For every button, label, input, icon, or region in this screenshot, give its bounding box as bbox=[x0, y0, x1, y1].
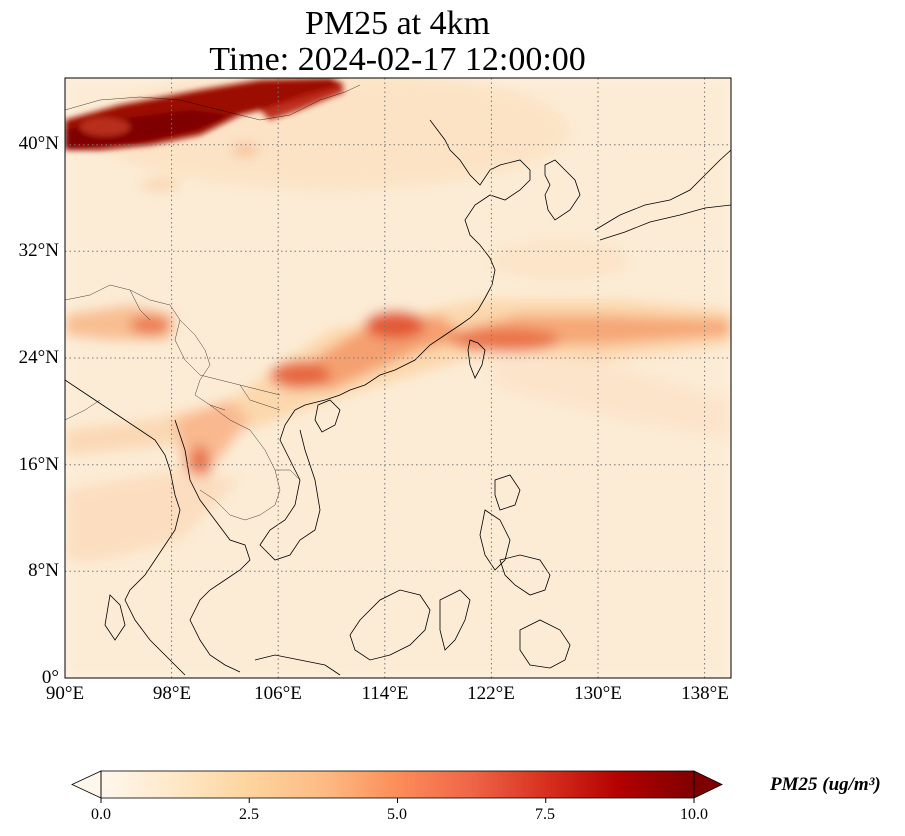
lat-tick-label: 8°N bbox=[28, 560, 59, 581]
colorbar bbox=[71, 770, 723, 803]
colorbar-min-extension bbox=[71, 770, 102, 799]
colorbar-max-extension bbox=[693, 770, 723, 799]
pm25-field bbox=[65, 78, 731, 678]
lon-tick-label: 98°E bbox=[152, 683, 192, 704]
lat-tick-label: 24°N bbox=[18, 347, 59, 368]
map-title: PM25 at 4km bbox=[304, 5, 491, 42]
country-borders bbox=[65, 84, 361, 521]
lat-tick-label: 32°N bbox=[18, 240, 59, 261]
lon-tick-label: 90°E bbox=[45, 683, 85, 704]
colorbar-label: PM25 (ug/m³) bbox=[770, 774, 881, 795]
colorbar-tick-label: 5.0 bbox=[387, 806, 407, 823]
lat-tick-label: 16°N bbox=[18, 454, 59, 475]
lon-tick-label: 130°E bbox=[574, 683, 622, 704]
map-frame bbox=[64, 77, 732, 679]
colorbar-tick-label: 10.0 bbox=[680, 806, 708, 823]
gridlines bbox=[65, 78, 731, 678]
colorbar-gradient bbox=[101, 771, 694, 798]
lat-tick-label: 0° bbox=[41, 667, 59, 688]
colorbar-tick-label: 7.5 bbox=[535, 806, 555, 823]
lon-tick-label: 138°E bbox=[681, 683, 729, 704]
colorbar-tick-label: 2.5 bbox=[239, 806, 259, 823]
lon-tick-label: 106°E bbox=[254, 683, 302, 704]
lon-tick-label: 122°E bbox=[467, 683, 515, 704]
colorbar-tick-label: 0.0 bbox=[91, 806, 111, 823]
map-timestamp: Time: 2024-02-17 12:00:00 bbox=[209, 41, 586, 78]
lon-tick-label: 114°E bbox=[361, 683, 409, 704]
lat-tick-label: 40°N bbox=[18, 133, 59, 154]
